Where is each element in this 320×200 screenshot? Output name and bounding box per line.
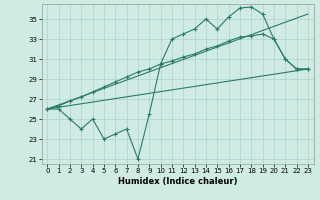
X-axis label: Humidex (Indice chaleur): Humidex (Indice chaleur): [118, 177, 237, 186]
